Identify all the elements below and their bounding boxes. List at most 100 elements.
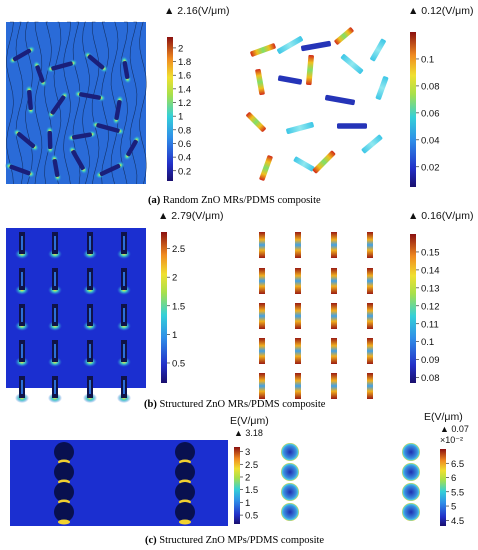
colorbar-tick-label: 0.2: [178, 166, 191, 177]
field-line: [120, 21, 128, 185]
microrod: [91, 120, 125, 136]
microrod: [340, 54, 364, 74]
microrod: [277, 75, 303, 85]
colorbar-tick-label: 0.15: [421, 247, 440, 258]
colorbar-gradient: [410, 234, 416, 383]
field-line: [34, 21, 43, 185]
panel-b-left-fieldmap: [6, 228, 146, 403]
colorbar-title: ▲ 2.16(V/μm): [164, 5, 229, 17]
field-line: [129, 21, 138, 185]
microrod: [15, 232, 29, 259]
microrod: [47, 91, 69, 119]
microrod: [324, 94, 356, 106]
field-line: [15, 21, 24, 185]
colorbar-gradient: [234, 447, 240, 524]
microparticle: [281, 503, 299, 521]
caption-b-text: Structured ZnO MRs/PDMS composite: [157, 399, 326, 410]
microrod: [48, 340, 62, 367]
caption-a: (a) Random ZnO MRs/PDMS composite: [148, 195, 321, 206]
microparticle: [402, 463, 420, 481]
microrod: [295, 232, 301, 258]
microrod: [367, 373, 373, 399]
microrod: [68, 145, 88, 175]
colorbar-tick-label: 6.5: [451, 459, 464, 470]
field-line: [139, 21, 147, 185]
colorbar-gradient: [440, 449, 446, 526]
colorbar-tick-label: 1.2: [178, 98, 191, 109]
microrod: [25, 85, 35, 115]
colorbar-tick-label: 5.5: [451, 487, 464, 498]
microrod: [259, 232, 265, 258]
microparticle: [402, 443, 420, 461]
colorbar-tick-label: 0.09: [421, 355, 440, 366]
field-line: [6, 21, 14, 185]
colorbar-tick-label: 0.12: [421, 301, 440, 312]
colorbar-tick-label: 2: [245, 472, 250, 483]
microrod: [286, 122, 314, 134]
colorbar-title: ▲ 2.79(V/μm): [158, 210, 223, 222]
microrod: [15, 304, 29, 331]
colorbar-tick-label: 0.1: [421, 337, 434, 348]
colorbar-tick-label: 2: [172, 273, 177, 284]
caption-c: (c) Structured ZnO MPs/PDMS composite: [145, 535, 324, 546]
colorbar-tick-label: 1: [172, 330, 177, 341]
microrod: [15, 340, 29, 367]
microrod: [361, 134, 383, 154]
microrod: [331, 232, 337, 258]
colorbar-tick-label: 1: [245, 498, 250, 509]
microrod: [83, 376, 97, 403]
colorbar-c-right: E(V/μm)▲ 0.07×10⁻² 6.5 6 5.5 5 4.5: [424, 411, 469, 527]
colorbar-b-left: ▲ 2.79(V/μm) 2.5 2 1.5 1 0.5: [158, 210, 223, 383]
colorbar-tick-label: 1.4: [178, 84, 191, 95]
caption-b: (b) Structured ZnO MRs/PDMS composite: [144, 399, 326, 410]
colorbar-gradient: [410, 32, 416, 187]
caption-c-label: (c): [145, 535, 157, 546]
microrod: [83, 232, 97, 259]
colorbar-tick-label: 2.5: [245, 460, 258, 471]
microrod: [259, 268, 265, 294]
microrod: [117, 232, 131, 259]
colorbar-tick-label: 0.08: [421, 81, 440, 92]
microrod: [50, 154, 62, 182]
colorbar-tick-label: 1.5: [172, 301, 185, 312]
colorbar-tick-label: 0.13: [421, 283, 440, 294]
microparticle: [175, 502, 195, 525]
microrod: [259, 338, 265, 364]
colorbar-tick-label: 0.5: [245, 511, 258, 522]
colorbar-exponent: ×10⁻²: [440, 435, 463, 445]
microrod: [259, 155, 273, 181]
microrod: [117, 268, 131, 295]
microrod: [95, 161, 125, 179]
microrod: [32, 60, 48, 88]
microrod: [12, 128, 40, 152]
microrod: [367, 303, 373, 329]
colorbar-title: E(V/μm): [424, 411, 463, 423]
microrod: [48, 376, 62, 403]
microparticle: [402, 483, 420, 501]
microrod: [117, 304, 131, 331]
microrod: [117, 340, 131, 367]
microrod: [117, 376, 131, 403]
microrod: [312, 150, 336, 174]
colorbar-tick-label: 6: [451, 473, 456, 484]
microrod: [306, 54, 314, 86]
colorbar-c-left: E(V/μm)▲ 3.18 3 2.52 1.5 1 0.5: [230, 415, 269, 524]
colorbar-tick-label: 0.5: [172, 358, 185, 369]
panel-a-right-fieldmap: [246, 27, 389, 181]
microrod: [8, 45, 36, 65]
microrod: [331, 268, 337, 294]
colorbar-tick-label: 0.02: [421, 162, 440, 173]
colorbar-tick-label: 1.8: [178, 57, 191, 68]
panel-b-right-fieldmap: [259, 232, 373, 399]
microrod: [331, 338, 337, 364]
microrod: [334, 27, 354, 45]
colorbar-tick-label: 0.8: [178, 125, 191, 136]
microrod: [4, 162, 36, 178]
microrod: [83, 304, 97, 331]
colorbar-gradient: [167, 37, 173, 181]
colorbar-tick-label: 3: [245, 447, 250, 458]
microrod: [123, 135, 141, 161]
colorbar-a-left: ▲ 2.16(V/μm) 2 1.8 1.6 1.4 1.2 1 0.8 0.6 0.4 0.2: [164, 5, 229, 181]
microparticle: [281, 443, 299, 461]
